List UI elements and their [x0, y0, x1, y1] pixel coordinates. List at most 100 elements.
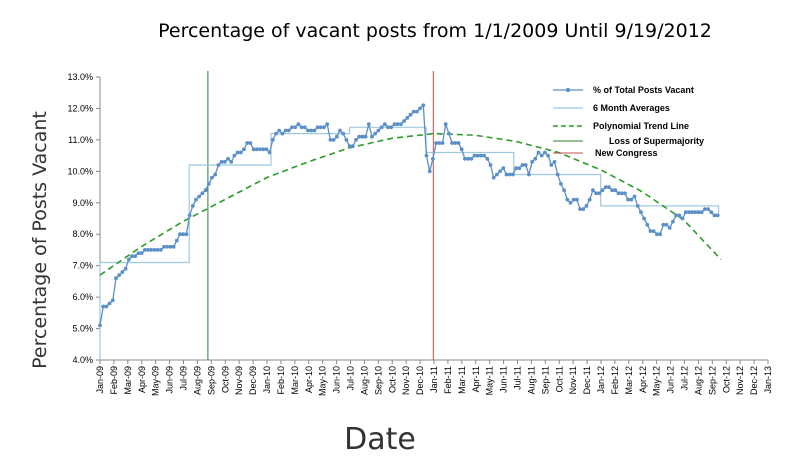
- data-point: [366, 122, 371, 127]
- data-point: [142, 248, 147, 252]
- y-tick-label: 8.0%: [72, 229, 93, 239]
- data-point: [655, 232, 659, 237]
- data-point: [715, 213, 720, 218]
- data-point: [152, 248, 157, 252]
- data-point: [149, 248, 154, 252]
- data-point: [210, 175, 214, 180]
- legend: % of Total Posts Vacant 6 Month Averages P…: [553, 85, 704, 158]
- y-tick-label: 13.0%: [67, 72, 93, 82]
- data-point: [517, 166, 522, 171]
- data-point: [699, 210, 704, 215]
- data-point: [661, 222, 666, 227]
- x-tick-label: May-09: [151, 366, 161, 396]
- data-point: [171, 244, 176, 249]
- data-point: [683, 210, 688, 215]
- y-tick-label: 9.0%: [72, 198, 93, 208]
- data-point: [594, 191, 598, 196]
- data-point: [603, 185, 608, 190]
- data-point: [312, 128, 317, 133]
- data-point: [107, 301, 112, 306]
- x-tick-label: Jun-11: [499, 366, 509, 393]
- data-point: [162, 244, 166, 249]
- data-point: [514, 166, 518, 171]
- data-point: [584, 204, 589, 208]
- data-point: [363, 134, 368, 139]
- data-point: [325, 122, 330, 127]
- data-point: [610, 188, 614, 193]
- data-point: [648, 229, 653, 234]
- x-tick-label: Apr-10: [304, 366, 314, 393]
- data-point: [126, 257, 131, 262]
- data-point: [575, 197, 579, 202]
- x-tick-label: Nov-09: [234, 366, 244, 395]
- data-point: [389, 125, 394, 130]
- data-point: [360, 134, 365, 139]
- data-point: [168, 244, 173, 249]
- data-point: [709, 210, 714, 215]
- data-point: [379, 125, 384, 130]
- data-point: [184, 232, 189, 237]
- data-point: [491, 175, 496, 180]
- data-point: [133, 254, 138, 259]
- data-point: [101, 304, 106, 309]
- y-tick-label: 11.0%: [68, 135, 93, 145]
- data-point: [98, 323, 102, 328]
- legend-label: Polynomial Trend Line: [593, 121, 689, 131]
- data-point: [642, 216, 646, 221]
- data-point: [174, 238, 179, 243]
- data-point: [578, 207, 582, 212]
- data-point: [206, 182, 211, 186]
- x-tick-label: Oct-09: [220, 366, 230, 393]
- data-point: [338, 128, 342, 133]
- data-point: [309, 128, 314, 133]
- data-point: [293, 125, 298, 130]
- x-tick-label: Sep-10: [373, 366, 383, 395]
- data-point: [443, 122, 448, 127]
- data-point: [440, 141, 445, 145]
- data-point: [597, 191, 602, 196]
- y-tick-label: 7.0%: [72, 261, 93, 271]
- data-point: [254, 147, 259, 152]
- data-point: [530, 160, 534, 164]
- x-tick-label: Feb-09: [109, 366, 119, 395]
- data-point: [671, 219, 675, 224]
- data-point: [539, 153, 544, 158]
- data-point: [600, 188, 605, 193]
- data-point: [139, 251, 144, 256]
- x-tick-label: Nov-12: [735, 366, 745, 395]
- x-axis-title: Date: [344, 422, 416, 457]
- legend-label: New Congress: [595, 148, 658, 158]
- data-point: [552, 160, 557, 164]
- data-point: [520, 163, 525, 167]
- data-point: [395, 122, 400, 127]
- data-point: [677, 213, 682, 218]
- data-point: [306, 128, 310, 133]
- data-point: [651, 229, 656, 234]
- data-point: [690, 210, 694, 215]
- data-point: [613, 188, 618, 193]
- data-point: [232, 153, 237, 158]
- x-tick-label: Jun-12: [666, 366, 676, 394]
- x-tick-label: Aug-10: [359, 366, 369, 395]
- x-tick-label: Jan-10: [262, 366, 272, 394]
- x-tick-label: Feb-10: [276, 366, 286, 395]
- data-point: [104, 304, 109, 309]
- data-point: [408, 112, 413, 117]
- data-point: [267, 150, 272, 155]
- data-point: [527, 172, 531, 177]
- x-tick-label: Feb-11: [443, 366, 453, 394]
- data-point: [187, 213, 192, 218]
- data-point: [623, 191, 627, 196]
- axes: [99, 77, 768, 361]
- data-point: [626, 197, 630, 202]
- data-point: [370, 134, 374, 139]
- data-point: [632, 194, 637, 199]
- data-point: [299, 125, 304, 130]
- data-point: [591, 188, 595, 193]
- data-point: [235, 150, 240, 155]
- x-tick-label: Sep-12: [707, 366, 717, 395]
- data-point: [523, 163, 528, 167]
- data-point: [469, 156, 474, 161]
- data-point: [354, 138, 358, 142]
- data-point: [667, 226, 672, 230]
